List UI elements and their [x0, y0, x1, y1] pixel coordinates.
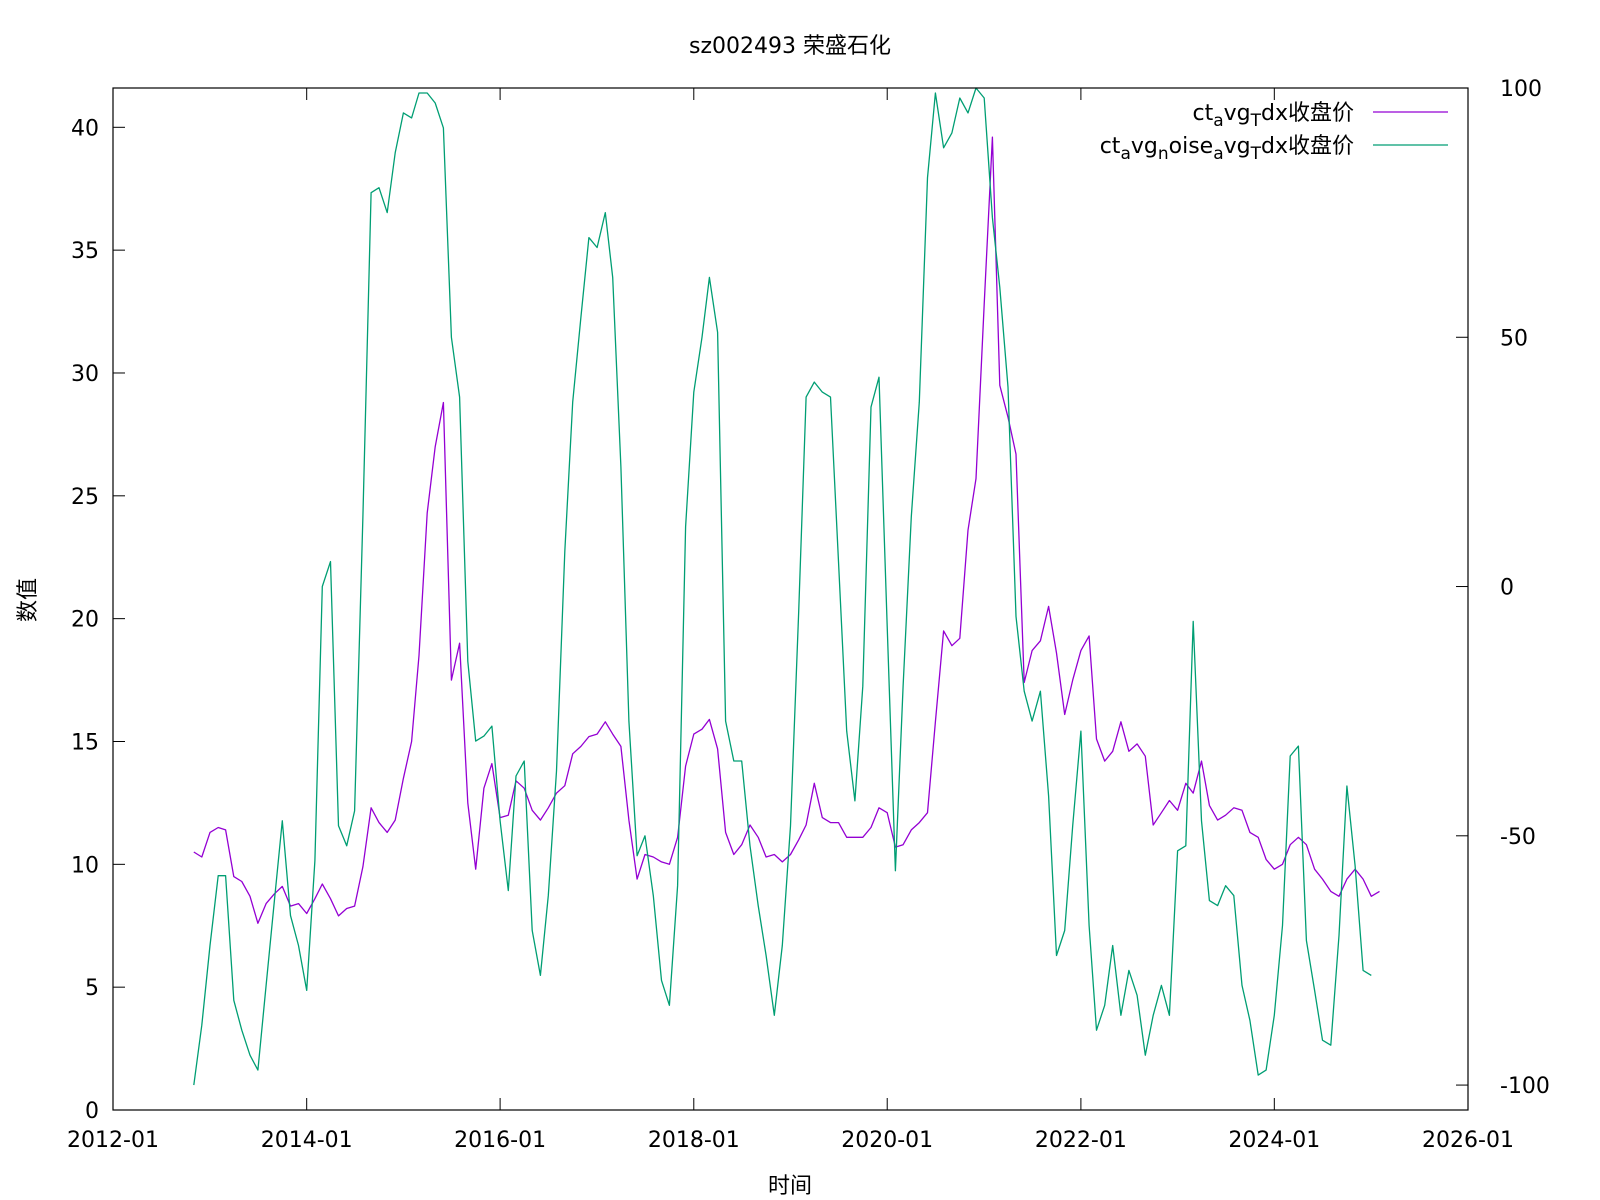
x-axis-title: 时间	[768, 1174, 812, 1199]
y-tick-label: 15	[71, 730, 99, 755]
y-tick-label: 40	[71, 116, 99, 141]
legend-label-1: ctavgTdx收盘价	[1192, 101, 1354, 131]
x-tick-label: 2018-01	[648, 1128, 740, 1153]
x-tick-label: 2026-01	[1422, 1128, 1514, 1153]
y2-tick-label: 100	[1500, 77, 1542, 102]
x-tick-label: 2016-01	[454, 1128, 546, 1153]
series-layer	[193, 87, 1380, 1086]
y-tick-label: 35	[71, 239, 99, 264]
x-tick-label: 2024-01	[1228, 1128, 1320, 1153]
y-tick-label: 20	[71, 608, 99, 633]
legend-label-2: ctavgnoiseavgTdx收盘价	[1100, 134, 1354, 164]
x-tick-label: 2020-01	[841, 1128, 933, 1153]
series-line-1	[193, 136, 1380, 924]
y-tick-label: 30	[71, 362, 99, 387]
y-tick-label: 5	[85, 976, 99, 1001]
plot-frame	[112, 87, 1469, 1111]
x-tick-label: 2022-01	[1035, 1128, 1127, 1153]
x-tick-label: 2014-01	[261, 1128, 353, 1153]
y2-tick-label: 50	[1500, 326, 1528, 351]
series-line-2	[193, 87, 1372, 1086]
y-axis-title: 数值	[16, 578, 41, 622]
x-tick-label: 2012-01	[67, 1128, 159, 1153]
y-tick-label: 0	[85, 1099, 99, 1124]
y2-tick-label: 0	[1500, 576, 1514, 601]
y-tick-label: 10	[71, 853, 99, 878]
y2-tick-label: -50	[1500, 825, 1536, 850]
y-tick-label: 25	[71, 485, 99, 510]
tick-layer: 2012-01 2014-01 2016-01 2018-01 2020-01 2022-…	[67, 77, 1550, 1153]
y2-tick-label: -100	[1500, 1074, 1550, 1099]
chart-title: sz002493 荣盛石化	[689, 34, 891, 59]
